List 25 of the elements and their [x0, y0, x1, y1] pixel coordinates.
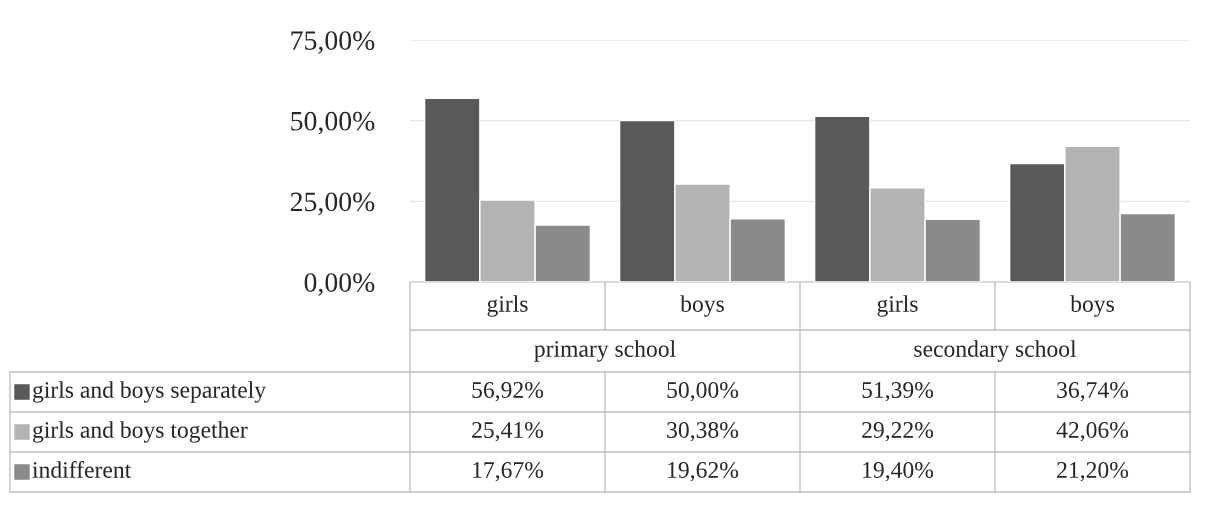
y-tick-label: 0,00%: [304, 273, 375, 296]
legend-label: indifferent: [32, 461, 132, 478]
data-label: 19,62%: [668, 461, 739, 482]
x-tick-label: girls: [487, 295, 528, 317]
data-label: 19,40%: [863, 461, 934, 482]
data-label: 29,22%: [862, 421, 934, 442]
text: primary school: [534, 340, 676, 362]
legend-label: girls and boys separately: [33, 381, 266, 403]
y-tick-label: 50,00%: [291, 111, 375, 135]
data-label: 42,06%: [1056, 421, 1129, 442]
y-tick-label: 25,00%: [290, 192, 375, 216]
x-tick-label: girls: [877, 295, 918, 317]
data-label: 21,20%: [1057, 461, 1129, 482]
x-tick-label: boys: [1070, 295, 1114, 317]
data-label: 36,74%: [1057, 381, 1129, 402]
data-label: 30,38%: [667, 421, 739, 442]
data-label: 17,67%: [473, 461, 544, 482]
data-label: 51,39%: [862, 381, 934, 402]
data-label: 25,41%: [472, 421, 544, 442]
data-label: 56,92%: [472, 381, 544, 402]
x-tick-label: boys: [680, 295, 724, 317]
text: secondary school: [914, 340, 1077, 362]
data-label: 50,00%: [667, 381, 739, 402]
y-tick-label: 75,00%: [291, 31, 375, 54]
legend-label: girls and boys together: [33, 421, 248, 443]
